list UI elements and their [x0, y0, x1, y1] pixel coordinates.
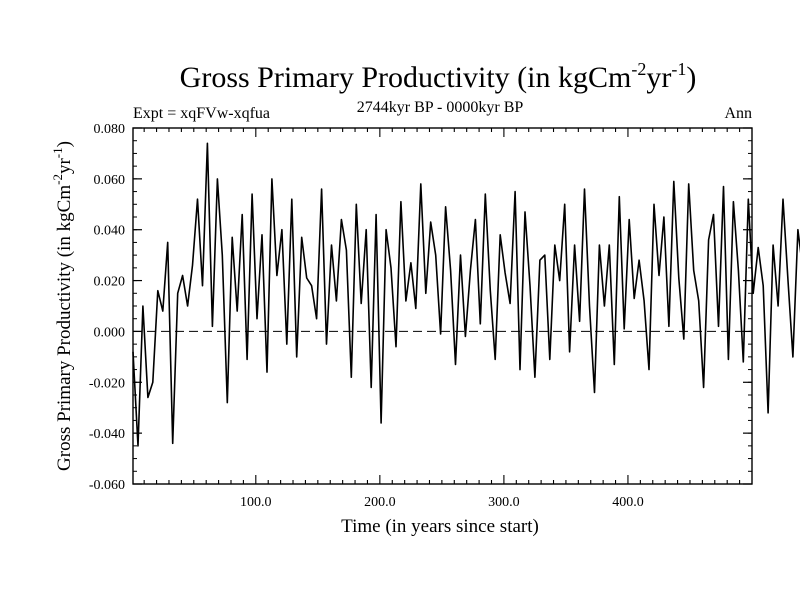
x-tick-label: 100.0 [240, 495, 272, 510]
y-tick-label: 0.000 [94, 325, 126, 340]
x-tick-label: 300.0 [488, 495, 520, 510]
y-tick-label: 0.040 [94, 224, 126, 239]
y-axis-label: Gross Primary Productivity (in kgCm-2yr-… [50, 141, 75, 471]
y-tick-label: -0.040 [89, 427, 125, 442]
gpp-series-line [132, 142, 800, 447]
period-label: 2744kyr BP - 0000kyr BP [357, 99, 524, 116]
x-tick-label: 200.0 [364, 495, 396, 510]
y-tick-label: 0.080 [94, 122, 126, 137]
plot-frame [132, 127, 753, 485]
y-tick-label: 0.020 [94, 275, 126, 290]
y-tick-label: -0.060 [89, 478, 125, 493]
y-tick-label: 0.060 [94, 173, 126, 188]
chart-title: Gross Primary Productivity (in kgCm-2yr-… [180, 59, 697, 94]
season-label: Ann [724, 105, 752, 122]
experiment-label: Expt = xqFVw-xqfua [133, 105, 270, 122]
y-tick-label: -0.020 [89, 376, 125, 391]
x-tick-label: 400.0 [612, 495, 644, 510]
x-axis-label: Time (in years since start) [341, 516, 539, 537]
y-axis: -0.060 -0.040 -0.020 0.000 0.020 0.040 0.060 0.… [89, 122, 752, 493]
